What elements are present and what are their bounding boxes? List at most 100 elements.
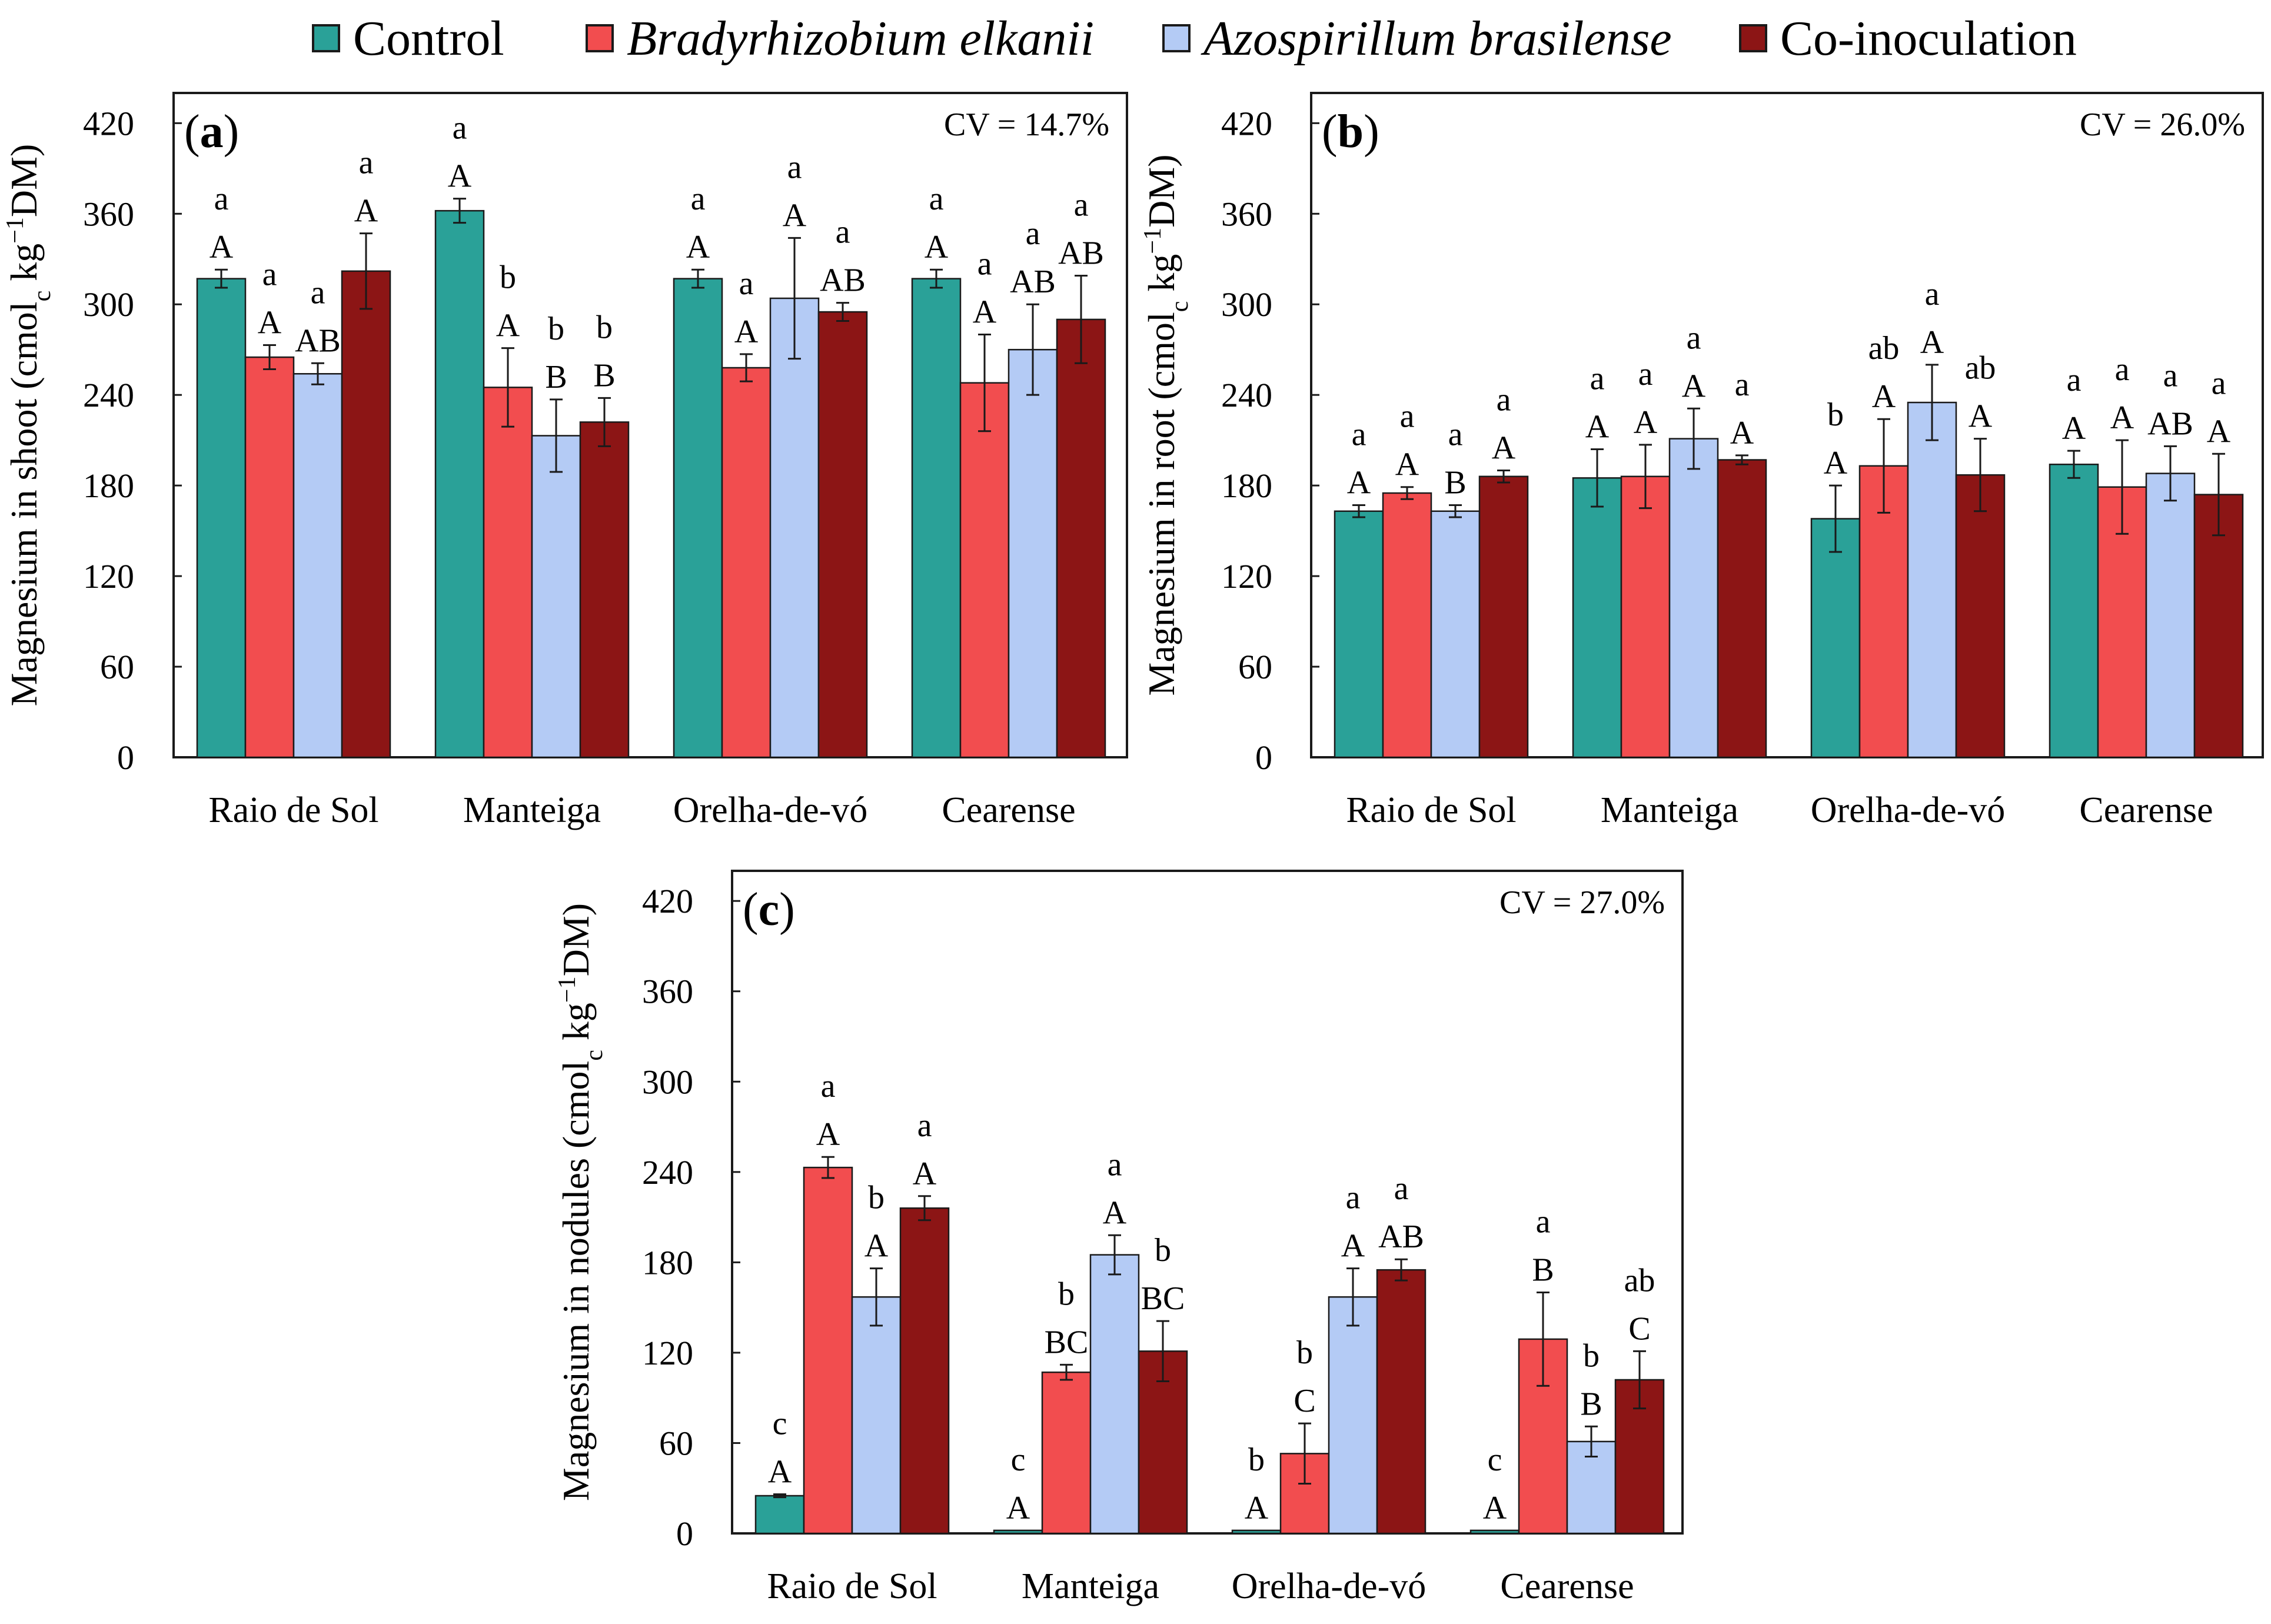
bar [817, 311, 868, 758]
significance-letter-upper: AB [295, 322, 341, 359]
significance-letter-upper: A [258, 305, 282, 341]
significance-letter-lower: a [1638, 356, 1653, 392]
bar [1056, 318, 1106, 758]
y-tick-label: 60 [659, 1424, 693, 1462]
bar [1430, 510, 1481, 758]
significance-letter-lower: a [1400, 398, 1415, 435]
significance-letter-lower: a [1026, 215, 1040, 252]
panel-label-b: (b) [1322, 106, 1379, 158]
y-tick-label: 300 [1221, 285, 1272, 324]
significance-letter-upper: A [816, 1116, 840, 1153]
x-tick-label: Orelha-de-vó [1811, 790, 2006, 830]
x-tick-label: Manteiga [463, 790, 601, 830]
significance-letter-upper: A [1872, 378, 1896, 415]
significance-letter-lower: a [1925, 276, 1940, 312]
significance-letter-upper: A [925, 229, 949, 265]
bar [292, 373, 343, 758]
legend-item-bradyrhizobium: Bradyrhizobium elkanii [586, 11, 1094, 66]
y-axis-label-part: −1 [2, 217, 29, 244]
y-tick-label: 240 [642, 1153, 693, 1192]
panel-label-part: a [200, 106, 224, 158]
significance-letter-lower: a [2067, 362, 2082, 398]
significance-letter-lower: a [1074, 187, 1089, 223]
y-axis-label: Magnesium in root (cmolc kg−1DM) [1139, 154, 1193, 695]
significance-letter-lower: a [977, 246, 992, 282]
bar [769, 297, 820, 758]
significance-letter-upper: AB [1010, 264, 1056, 300]
panel-label-part: ( [1322, 106, 1338, 158]
significance-letter-upper: A [1245, 1490, 1269, 1526]
x-tick-label: Manteiga [1601, 790, 1738, 830]
y-tick-label: 0 [117, 738, 134, 777]
significance-letter-upper: A [783, 197, 807, 234]
legend-label-co-inoculation: Co-inoculation [1780, 11, 2077, 66]
significance-letter-upper: A [1483, 1490, 1507, 1526]
panel-label-part: ( [184, 106, 200, 158]
significance-letter-lower: b [1155, 1232, 1171, 1269]
bar [1620, 475, 1671, 758]
significance-letter-upper: A [1682, 368, 1706, 404]
significance-letter-upper: A [2062, 410, 2086, 447]
significance-letter-lower: a [836, 214, 850, 251]
significance-letter-lower: a [262, 257, 277, 293]
significance-letter-lower: a [739, 265, 754, 302]
y-tick-label: 120 [83, 557, 134, 595]
panel-label-part: c [759, 884, 780, 936]
significance-letter-lower: a [1497, 381, 1511, 418]
significance-letter-upper: A [973, 294, 997, 331]
y-axis-label-part: Magnesium in shoot (cmol [3, 301, 45, 706]
y-tick-label: 360 [642, 973, 693, 1011]
chart-b: 0 60 120 180 240 300 360 420 Magnesium in root (… [1139, 92, 2264, 830]
y-tick-label: 60 [1238, 648, 1272, 686]
significance-letter-lower: a [787, 149, 802, 185]
y-axis-label-part: DM) [555, 903, 597, 976]
significance-letter-lower: a [214, 181, 229, 217]
bar [1469, 1529, 1520, 1535]
bar [959, 382, 1010, 758]
significance-letter-lower: a [1394, 1170, 1409, 1207]
significance-letter-upper: A [734, 314, 759, 350]
y-axis-label-part: kg [1141, 254, 1182, 301]
cv-label-b: CV = 26.0% [2080, 107, 2245, 143]
significance-letter-lower: c [773, 1405, 787, 1442]
significance-letter-lower: a [453, 110, 467, 147]
panel-label-a: (a) [184, 106, 239, 158]
y-tick-label: 300 [642, 1063, 693, 1101]
significance-letter-upper: A [2110, 400, 2134, 436]
panel-label-part: ) [779, 884, 795, 936]
x-tick-label: Manteiga [1022, 1566, 1159, 1606]
significance-letter-lower: a [1687, 320, 1701, 356]
y-tick-label: 360 [1221, 195, 1272, 233]
y-tick-label: 420 [642, 882, 693, 920]
legend: Control Bradyrhizobium elkanii Azospiril… [0, 0, 2271, 76]
y-tick-label: 300 [83, 285, 134, 324]
significance-letter-lower: a [1448, 416, 1463, 452]
bar [244, 356, 295, 758]
significance-letter-lower: a [2115, 351, 2130, 388]
bar [1810, 518, 1861, 758]
plot-frame-c [731, 870, 1684, 1535]
y-tick-label: 0 [676, 1515, 693, 1553]
significance-letter-lower: a [917, 1107, 932, 1144]
panel-label-part: b [1338, 106, 1364, 158]
chart-c: 0 60 120 180 240 300 360 420 Magnesium in nodule… [554, 870, 1684, 1606]
x-tick-label: Raio de Sol [767, 1566, 937, 1606]
x-tick-label: Orelha-de-vó [1232, 1566, 1427, 1606]
bar [1668, 438, 1719, 758]
significance-letter-upper: A [1395, 447, 1419, 483]
significance-letter-upper: A [1341, 1228, 1365, 1264]
significance-letter-upper: A [1920, 324, 1944, 361]
y-tick-label: 180 [642, 1243, 693, 1282]
significance-letter-lower: a [1536, 1204, 1551, 1240]
bar [1334, 510, 1384, 758]
significance-letter-upper: A [496, 308, 520, 344]
bar [673, 278, 723, 758]
legend-swatch-co-inoculation [1739, 24, 1767, 52]
y-axis-label-part: c [1166, 301, 1193, 312]
significance-letter-upper: A [1634, 404, 1658, 441]
cv-label-a: CV = 14.7% [944, 107, 1109, 143]
bar [1376, 1269, 1427, 1535]
bar [899, 1207, 950, 1535]
bar [1008, 348, 1058, 758]
